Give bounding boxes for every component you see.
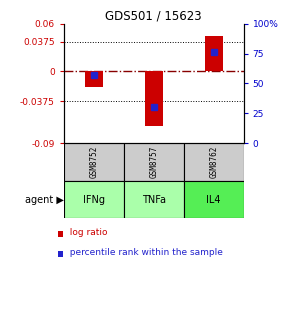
Text: percentile rank within the sample: percentile rank within the sample: [64, 248, 223, 257]
Bar: [145, 72, 163, 126]
Text: GSM8752: GSM8752: [89, 146, 98, 178]
Title: GDS501 / 15623: GDS501 / 15623: [105, 9, 202, 23]
Bar: [184, 181, 244, 218]
Text: TNFa: TNFa: [142, 195, 166, 205]
Bar: [85, 72, 103, 87]
Bar: [184, 143, 244, 181]
Bar: [124, 181, 184, 218]
Text: GSM8762: GSM8762: [209, 146, 218, 178]
Bar: [64, 181, 124, 218]
Text: agent ▶: agent ▶: [25, 195, 64, 205]
Bar: [205, 36, 223, 72]
Text: IFNg: IFNg: [83, 195, 105, 205]
Bar: [64, 143, 124, 181]
Text: GSM8757: GSM8757: [149, 146, 158, 178]
Text: log ratio: log ratio: [64, 228, 107, 237]
Bar: [124, 143, 184, 181]
Text: IL4: IL4: [206, 195, 221, 205]
